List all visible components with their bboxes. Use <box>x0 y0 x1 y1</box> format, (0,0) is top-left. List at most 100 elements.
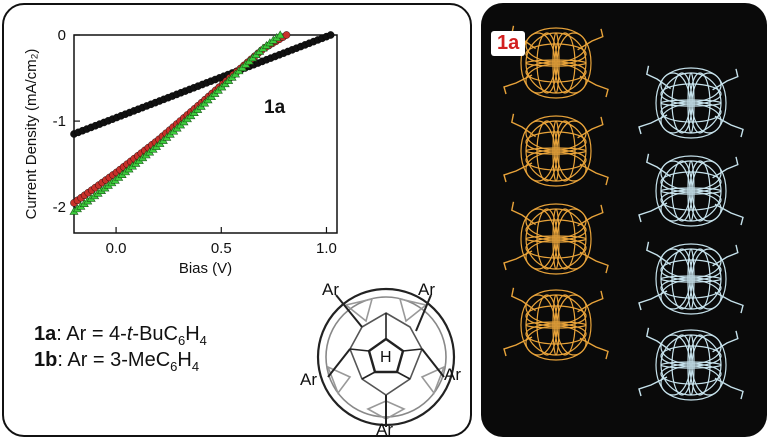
orange-molecule-2-band <box>525 235 587 243</box>
orange-molecule-1-band <box>525 147 587 155</box>
series-0-point <box>326 31 335 39</box>
orange-molecule-2-arm <box>503 250 533 271</box>
blue-molecule-3-arm <box>714 377 744 400</box>
y-tick-label: -1 <box>53 113 66 130</box>
orange-molecule-2-arm <box>511 201 537 226</box>
ar-label-bottom: Ar <box>376 420 393 439</box>
ar-label-top-left: Ar <box>322 280 339 299</box>
blue-molecule-0-arm <box>712 68 739 91</box>
ar-label-top-right: Ar <box>418 280 435 299</box>
orange-molecule-1-arm <box>579 163 609 186</box>
orange-molecule-1 <box>503 113 609 187</box>
blue-molecule-3-band <box>691 334 727 396</box>
orange-molecule-1-arm <box>511 113 537 138</box>
blue-molecule-1-band <box>660 189 722 211</box>
orange-molecule-0-arm <box>579 75 609 98</box>
blue-molecule-2-outline <box>660 248 722 310</box>
blue-molecule-3-band <box>660 361 722 369</box>
panel-label: 1a <box>491 31 526 56</box>
blue-molecule-1-arm <box>638 202 668 223</box>
blue-molecule-1-band <box>660 191 722 227</box>
blue-molecule-3-arm <box>638 376 668 397</box>
orange-molecule-3-band <box>556 294 592 356</box>
blue-molecule-3-outline <box>660 334 722 396</box>
orange-molecule-3-band <box>552 294 560 356</box>
blue-molecule-0-band <box>689 72 711 134</box>
orange-molecule-2-band <box>556 208 592 270</box>
orange-molecule-2-band <box>525 239 587 275</box>
chart-annotation: 1a <box>264 97 286 118</box>
blue-molecule-0-arm <box>638 114 668 135</box>
blue-molecule-0-band <box>687 72 695 134</box>
orange-molecule-1-band <box>552 120 560 182</box>
ar-label-left: Ar <box>300 370 317 389</box>
orange-molecule-2-band <box>552 208 560 270</box>
orange-molecule-3-band <box>525 321 587 329</box>
orange-molecule-0-band <box>554 32 576 94</box>
orange-molecule-3-outline <box>525 294 587 356</box>
orange-molecule-1-band <box>554 120 576 182</box>
blue-molecule-2-band <box>660 277 722 299</box>
blue-molecule-2-arm <box>712 244 739 267</box>
orange-molecule-3-band <box>525 323 587 345</box>
blue-molecule-0-arm <box>714 115 744 138</box>
orange-molecule-1-band <box>525 149 587 171</box>
orange-molecule-1-band <box>525 151 587 187</box>
blue-molecule-1-band <box>691 160 727 222</box>
blue-molecule-2-band <box>691 248 727 310</box>
x-tick-label: 0.0 <box>106 240 127 257</box>
legend-1b: 1b: Ar = 3-MeC6H4 <box>34 349 200 374</box>
series-1-point <box>282 31 291 39</box>
blue-molecule-0-band <box>691 72 727 134</box>
orange-molecule-1-arm <box>503 162 533 183</box>
blue-molecule-0-band <box>660 101 722 123</box>
blue-molecule-3-arm <box>646 327 672 352</box>
blue-molecule-2-band <box>660 275 722 283</box>
orange-molecule-2-outline <box>525 208 587 270</box>
current-density-chart: 0.0 0.5 1.0 0 -1 -2 Bias (V) Current Density (m… <box>23 27 338 277</box>
blue-molecule-1-arm <box>646 153 672 178</box>
blue-molecule-1-band <box>687 160 695 222</box>
blue-molecule-3-band <box>687 334 695 396</box>
orange-molecule-0-band <box>525 61 587 83</box>
orange-molecule-0-band <box>525 59 587 67</box>
orange-molecule-2-arm <box>579 251 609 274</box>
blue-molecule-0-band <box>660 99 722 107</box>
blue-molecule-3-band <box>689 334 711 396</box>
y-axis-label: Current Density (mA/cm₂) <box>23 49 40 220</box>
orange-molecule-3-band <box>525 325 587 361</box>
orange-molecule-3-band <box>554 294 576 356</box>
ar-label-right: Ar <box>444 365 461 384</box>
blue-molecule-0-outline <box>660 72 722 134</box>
blue-molecule-1-band <box>660 187 722 195</box>
orange-molecule-0-arm <box>503 74 533 95</box>
blue-molecule-0-band <box>660 103 722 139</box>
blue-molecule-1-arm <box>714 203 744 226</box>
y-tick-label: -2 <box>53 199 66 216</box>
orange-molecule-1-band <box>556 120 592 182</box>
blue-molecule-2-band <box>687 248 695 310</box>
orange-molecule-3-arm <box>577 290 604 313</box>
orange-molecule-0-arm <box>577 28 604 51</box>
orange-molecule-3 <box>503 287 609 361</box>
orange-molecule-0-band <box>556 32 592 94</box>
orange-molecule-0 <box>503 25 609 99</box>
orange-molecule-1-arm <box>577 116 604 139</box>
orange-molecule-3-arm <box>503 336 533 357</box>
orange-molecule-3-arm <box>511 287 537 312</box>
orange-molecule-2-arm <box>577 204 604 227</box>
orange-molecule-0-band <box>525 63 587 99</box>
x-tick-label: 1.0 <box>316 240 337 257</box>
crystal-packing-panel: 1a <box>481 3 767 437</box>
orange-molecule-2-band <box>525 237 587 259</box>
blue-molecule-0 <box>638 65 744 139</box>
blue-molecule-1-outline <box>660 160 722 222</box>
orange-molecule-2-band <box>554 208 576 270</box>
blue-molecule-2-arm <box>646 241 672 266</box>
left-panel: 0.0 0.5 1.0 0 -1 -2 Bias (V) Current Density (m… <box>2 3 472 439</box>
blue-molecule-2-arm <box>638 290 668 311</box>
blue-molecule-2 <box>638 241 744 315</box>
x-axis-label: Bias (V) <box>179 260 232 277</box>
blue-molecule-1-arm <box>712 156 739 179</box>
x-tick-label: 0.5 <box>211 240 232 257</box>
